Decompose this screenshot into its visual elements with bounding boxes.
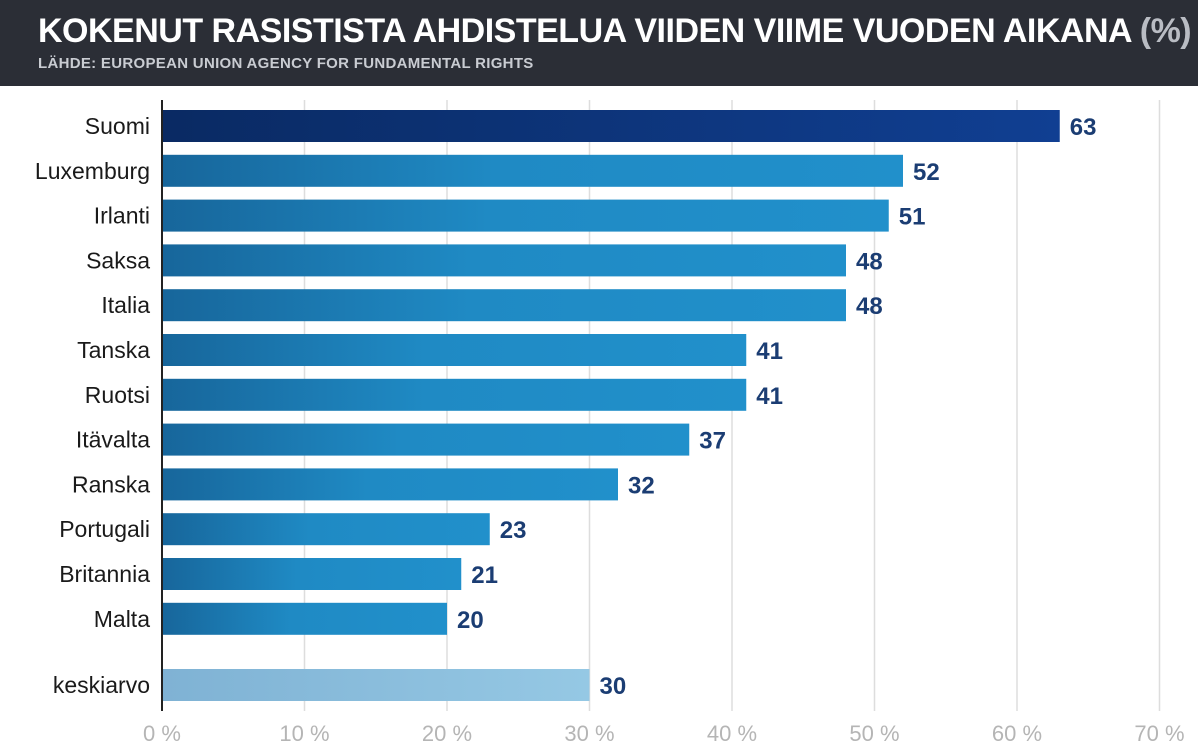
value-label-ruotsi: 41	[756, 383, 783, 410]
category-label-irlanti: Irlanti	[94, 203, 150, 229]
value-label-saksa: 48	[856, 248, 883, 275]
value-label-italia: 48	[856, 293, 883, 320]
bar-saksa	[162, 244, 846, 277]
value-label-irlanti: 51	[899, 204, 926, 231]
category-label-malta: Malta	[94, 606, 150, 632]
x-axis-ticks: 0 % 10 % 20 % 30 % 40 % 50 % 60 % 70 %	[143, 721, 1185, 746]
bar-irlanti	[162, 199, 889, 232]
bar-britannia	[162, 558, 462, 590]
bar-ruotsi	[162, 378, 747, 411]
value-label-ranska: 32	[628, 472, 655, 499]
x-tick-label-50: 50 %	[849, 721, 899, 746]
category-label-tanska: Tanska	[77, 337, 150, 363]
x-tick-label-70: 70 %	[1134, 721, 1184, 746]
chart-title-unit: (%)	[1139, 12, 1192, 50]
x-tick-label-40: 40 %	[707, 721, 757, 746]
value-label-portugali: 23	[500, 517, 527, 544]
value-label-suomi: 63	[1070, 114, 1097, 141]
x-tick-label-60: 60 %	[992, 721, 1042, 746]
bar-chart: Suomi 63 Luxemburg 52 Irlanti 51 Saksa 48 Italia…	[35, 100, 1185, 746]
bar-luxemburg	[162, 154, 903, 187]
category-label-saksa: Saksa	[86, 247, 150, 273]
category-label-keskiarvo: keskiarvo	[53, 672, 150, 698]
x-tick-label-10: 10 %	[279, 721, 329, 746]
bar-suomi	[162, 110, 1060, 142]
category-label-ranska: Ranska	[72, 471, 150, 497]
category-label-suomi: Suomi	[85, 113, 150, 139]
category-label-luxemburg: Luxemburg	[35, 158, 150, 184]
chart-source: LÄHDE: EUROPEAN UNION AGENCY FOR FUNDAME…	[38, 55, 534, 72]
bar-malta	[162, 602, 447, 635]
bar-italia	[162, 289, 846, 322]
bars	[162, 110, 1060, 701]
bar-keskiarvo	[162, 669, 590, 701]
value-label-luxemburg: 52	[913, 159, 940, 186]
value-label-britannia: 21	[471, 562, 498, 589]
category-label-britannia: Britannia	[59, 561, 150, 587]
bar-ranska	[162, 468, 618, 501]
x-tick-label-0: 0 %	[143, 721, 181, 746]
bar-tanska	[162, 334, 747, 366]
category-label-itavalta: Itävalta	[76, 427, 150, 453]
category-label-italia: Italia	[101, 292, 150, 318]
x-tick-label-20: 20 %	[422, 721, 472, 746]
bar-itavalta	[162, 423, 690, 456]
value-label-keskiarvo: 30	[600, 673, 627, 700]
category-label-portugali: Portugali	[59, 516, 150, 542]
chart-title-text: KOKENUT RASISTISTA AHDISTELUA VIIDEN VII…	[38, 12, 1131, 50]
value-label-tanska: 41	[756, 338, 783, 365]
chart-title: KOKENUT RASISTISTA AHDISTELUA VIIDEN VII…	[38, 12, 1192, 51]
value-label-itavalta: 37	[699, 428, 726, 455]
x-tick-label-30: 30 %	[564, 721, 614, 746]
category-label-ruotsi: Ruotsi	[85, 382, 150, 408]
value-label-malta: 20	[457, 607, 484, 634]
chart-header: KOKENUT RASISTISTA AHDISTELUA VIIDEN VII…	[0, 0, 1198, 86]
bar-portugali	[162, 513, 490, 546]
labels: Suomi 63 Luxemburg 52 Irlanti 51 Saksa 48 Italia…	[35, 113, 1097, 700]
